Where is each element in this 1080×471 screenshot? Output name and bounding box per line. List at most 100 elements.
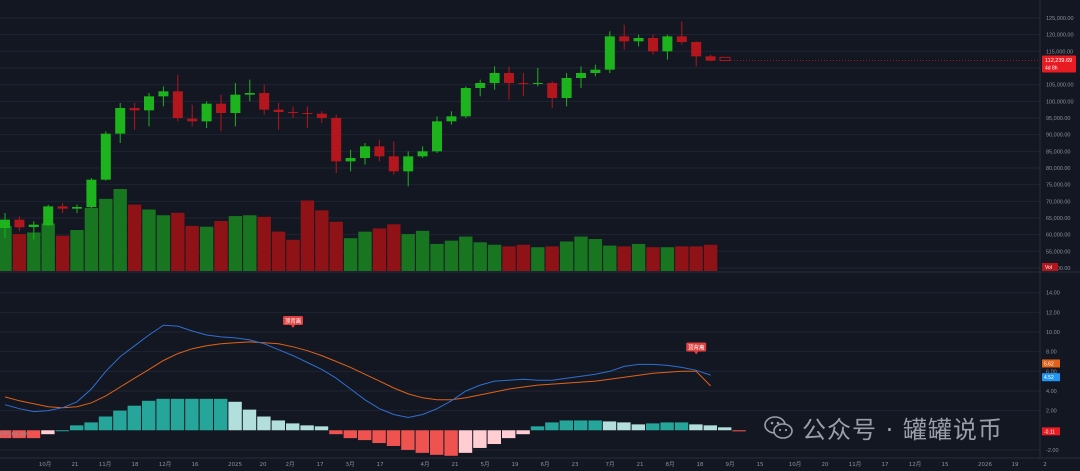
time-tick-label: 9月 xyxy=(725,461,734,468)
volume-bar xyxy=(502,246,516,271)
histogram-bar xyxy=(0,430,12,439)
time-tick-label: 5月 xyxy=(481,461,490,468)
price-tick-label: 85,000.00 xyxy=(1046,149,1070,155)
macd-line xyxy=(4,324,711,419)
volume-bar xyxy=(199,226,214,271)
histogram-bar xyxy=(415,430,429,453)
candle-body xyxy=(633,38,644,42)
volume-bar xyxy=(473,242,487,271)
candle-body xyxy=(345,158,356,162)
volume-bar xyxy=(84,207,99,271)
time-tick-label: 10月 xyxy=(789,461,802,468)
candle-body xyxy=(28,224,39,227)
time-tick-label: 23 xyxy=(571,462,578,468)
time-tick-label: 18 xyxy=(132,462,139,468)
time-tick-label: 18 xyxy=(696,462,703,468)
time-tick-label: 15 xyxy=(756,462,763,468)
price-tick-label: 75,000.00 xyxy=(1046,183,1070,189)
volume-bar xyxy=(300,200,315,271)
histogram-bar xyxy=(430,430,444,455)
candle-body xyxy=(57,206,68,209)
macd-tick-label: 10.00 xyxy=(1046,330,1060,336)
volume-bar xyxy=(603,245,617,271)
candle-body xyxy=(604,36,615,70)
macd-tick-label: 4.00 xyxy=(1046,389,1057,395)
price-tick-label: 125,000.00 xyxy=(1046,16,1074,22)
indicator-value: 61.49 xyxy=(11,432,27,438)
volume-tag-label: Vol xyxy=(1045,265,1052,271)
divergence-label: 顶背离 xyxy=(285,317,302,325)
histogram-bar xyxy=(199,398,213,431)
candle-body xyxy=(100,133,111,180)
divergence-badge xyxy=(686,342,707,352)
candle-body xyxy=(662,36,673,52)
histogram-bar xyxy=(343,430,357,439)
volume-bar xyxy=(689,246,703,271)
histogram-bar xyxy=(487,430,501,445)
volume-bar xyxy=(286,239,300,271)
last-price-badge xyxy=(1042,55,1076,73)
candle-body xyxy=(446,116,457,122)
volume-bar xyxy=(401,234,415,271)
price-tick-label: 115,000.00 xyxy=(1046,49,1073,55)
price-tick-label: 65,000.00 xyxy=(1046,216,1070,222)
candle-body xyxy=(432,121,442,152)
macd-tick-label: 6.00 xyxy=(1046,369,1057,375)
candle-body xyxy=(230,94,241,113)
histogram-bar xyxy=(185,398,199,431)
candle-body xyxy=(360,146,370,158)
histogram-bar xyxy=(674,422,689,431)
candle-body xyxy=(201,103,212,122)
histogram-value-badge-text: -0.11 xyxy=(1044,429,1055,435)
volume-bar xyxy=(127,204,142,271)
candle-body xyxy=(417,151,428,157)
price-tick-label: 50,000.00 xyxy=(1046,266,1070,272)
candle-body xyxy=(172,91,183,118)
histogram-bar xyxy=(127,405,141,431)
watermark: 公众号 · 罐罐说币 xyxy=(764,410,1003,445)
histogram-bar xyxy=(386,430,401,446)
histogram-bar xyxy=(84,422,98,431)
candle-body xyxy=(619,36,630,42)
candle-body xyxy=(532,83,543,84)
volume-bar xyxy=(387,224,401,271)
volume-bar xyxy=(646,247,660,271)
time-tick-label: 19 xyxy=(1011,462,1018,468)
time-tick-label: 12月 xyxy=(909,461,922,468)
candle-body xyxy=(144,96,154,111)
histogram-bar xyxy=(703,425,717,431)
candle-body xyxy=(259,93,270,110)
volume-bar xyxy=(617,246,631,271)
histogram-bar xyxy=(617,422,631,431)
volume-bar xyxy=(588,239,603,271)
candle-body xyxy=(676,36,687,42)
histogram-bar xyxy=(631,424,645,431)
histogram-bar xyxy=(502,430,516,439)
volume-bar xyxy=(675,246,689,271)
volume-bar xyxy=(444,240,459,271)
divergence-label: 顶背离 xyxy=(688,343,705,351)
candle-body xyxy=(331,118,342,162)
volume-bar xyxy=(0,225,12,271)
volume-bar xyxy=(343,238,358,271)
histogram-bar xyxy=(12,430,26,439)
candle-body xyxy=(273,109,284,112)
time-tick-label: 21 xyxy=(452,462,459,468)
histogram-bar xyxy=(358,430,372,441)
candle-body xyxy=(302,113,313,114)
macd-tick-label: 12.00 xyxy=(1046,310,1060,316)
volume-bar xyxy=(660,247,675,271)
price-tick-label: 90,000.00 xyxy=(1046,133,1070,139)
time-tick-label: 2 xyxy=(1043,462,1047,468)
volume-bar xyxy=(631,243,646,271)
volume-bar xyxy=(430,243,444,271)
macd-tick-label: 14.00 xyxy=(1046,291,1060,297)
histogram-bar xyxy=(588,420,602,431)
time-tick-label: 11月 xyxy=(849,461,862,468)
macd-histogram xyxy=(0,398,746,456)
histogram-bar xyxy=(98,416,113,431)
histogram-bar xyxy=(458,430,473,453)
last-price-label: 112,239.69 xyxy=(1045,58,1072,64)
volume-bars xyxy=(0,189,718,271)
